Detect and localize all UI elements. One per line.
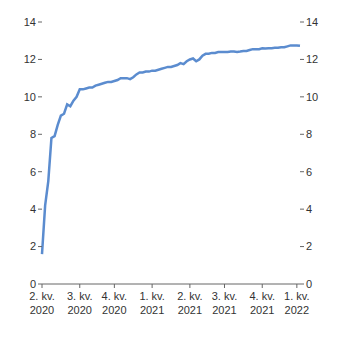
svg-text:10: 10	[306, 91, 318, 103]
svg-text:14: 14	[24, 16, 36, 28]
svg-text:6: 6	[306, 166, 312, 178]
svg-text:14: 14	[306, 16, 318, 28]
svg-text:12: 12	[306, 53, 318, 65]
svg-text:4: 4	[306, 203, 312, 215]
svg-text:2: 2	[30, 240, 36, 252]
svg-text:8: 8	[306, 128, 312, 140]
svg-text:2. kv.2020: 2. kv.2020	[29, 290, 54, 316]
svg-text:2. kv.2021: 2. kv.2021	[177, 290, 202, 316]
svg-text:4: 4	[30, 203, 36, 215]
svg-text:1. kv.2022: 1. kv.2022	[284, 290, 309, 316]
svg-text:4. kv.2021: 4. kv.2021	[250, 290, 275, 316]
svg-text:2: 2	[306, 240, 312, 252]
svg-text:4. kv.2020: 4. kv.2020	[102, 290, 127, 316]
svg-text:3. kv.2021: 3. kv.2021	[212, 290, 237, 316]
svg-text:0: 0	[30, 278, 36, 290]
svg-text:3. kv.2020: 3. kv.2020	[67, 290, 92, 316]
svg-text:12: 12	[24, 53, 36, 65]
svg-text:6: 6	[30, 166, 36, 178]
svg-text:0: 0	[306, 278, 312, 290]
svg-text:8: 8	[30, 128, 36, 140]
svg-text:10: 10	[24, 91, 36, 103]
svg-text:1. kv.2021: 1. kv.2021	[139, 290, 164, 316]
